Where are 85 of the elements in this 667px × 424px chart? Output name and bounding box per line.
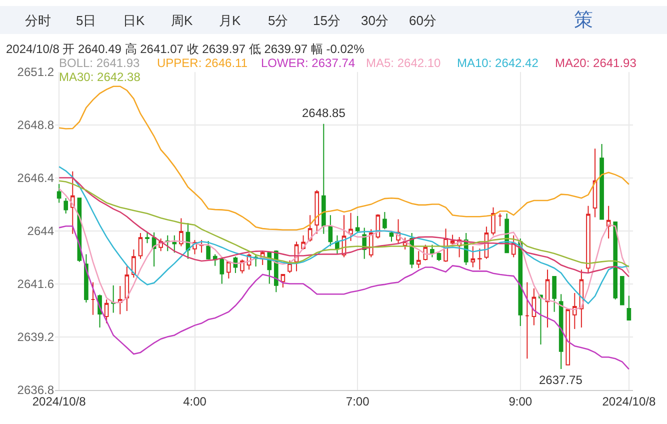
text: UPPER: 2646.11 [157,56,248,70]
candlestick [586,205,590,274]
candlestick [626,295,632,320]
candlestick [532,288,536,326]
y-tick-label: 2644 [27,224,54,238]
y-tick-label: 2651.2 [17,65,54,80]
x-tick-label: 2024/10/8 [602,394,656,408]
candlestick [538,294,543,346]
candlestick [566,309,570,366]
candlestick [104,298,109,324]
x-tick-label: 7:00 [346,394,370,408]
line-series [58,188,630,310]
candlestick [321,123,326,234]
candlestick [118,285,122,315]
x-tick-label: 4:00 [183,394,207,408]
text: 分时 [25,13,51,28]
line-series [58,166,630,304]
candlestick [525,282,530,360]
y-tick-label: 2648.8 [17,118,54,132]
candlestick [172,234,177,254]
text: 5日 [76,13,96,28]
text: 策 [574,10,593,31]
candlestick [70,170,75,234]
candlestick [220,258,224,284]
candlestick [606,205,611,240]
candlestick [416,250,421,269]
text: MA20: 2641.93 [555,56,637,70]
candlestick [206,240,210,260]
candlestick [288,260,292,274]
candlestick [138,232,143,260]
candlestick [620,276,624,306]
candlestick [348,212,353,242]
candlestick [613,221,618,300]
y-tick-label: 2641.6 [17,277,54,292]
candlestick [498,213,502,227]
y-tick-label: 2639.2 [17,330,54,344]
candlestick [355,215,360,233]
candlestick [226,261,231,279]
text: MA5: 2642.10 [366,56,442,70]
candlestick [430,244,434,258]
candlestick [308,214,312,242]
x-tick-label: 9:00 [508,394,532,408]
candlestick [470,246,476,268]
candlestick [382,212,387,230]
candlestick [389,231,394,242]
candlestick [545,269,550,328]
candlestick [64,198,68,214]
candlestick [335,234,340,255]
candlestick [552,276,556,312]
candlestick [518,238,523,326]
text: MA30: 2642.38 [59,70,141,84]
candlestick [592,148,598,218]
text: 30分 [361,13,388,28]
candlestick [328,214,333,247]
candlestick [558,294,564,370]
line-series [58,86,630,231]
candlestick [124,266,130,312]
annotation: 2648.85 [302,106,346,120]
candlestick [90,282,96,316]
legend-title: BOLL: 2641.93 [59,56,140,70]
candlestick [132,249,136,278]
y-tick-label: 2646.4 [17,171,54,186]
candlestick [436,252,442,262]
annotation: 2637.75 [539,373,583,387]
text: 60分 [409,13,436,28]
text: 15分 [313,13,340,28]
candlestick [478,248,482,270]
candlestick [84,254,88,304]
candlestick [145,232,150,244]
candlestick [572,292,577,330]
text: LOWER: 2637.74 [261,56,356,70]
candlestick [491,206,496,236]
line-series [58,225,630,370]
text: 日K [123,13,145,28]
chart-subtitle: 2024/10/8 开 2640.49 高 2641.07 收 2639.97 低 2639.97 幅 -0.02% [6,42,365,56]
text: MA10: 2642.42 [457,56,539,70]
candlestick [280,274,286,288]
candlestick [600,143,604,220]
text: 5分 [268,13,288,28]
candlestick [111,284,116,314]
text: 周K [171,13,193,28]
candlestick [314,190,320,234]
text: 月K [219,13,241,28]
candlestick [56,183,62,204]
candlestick [179,218,184,247]
